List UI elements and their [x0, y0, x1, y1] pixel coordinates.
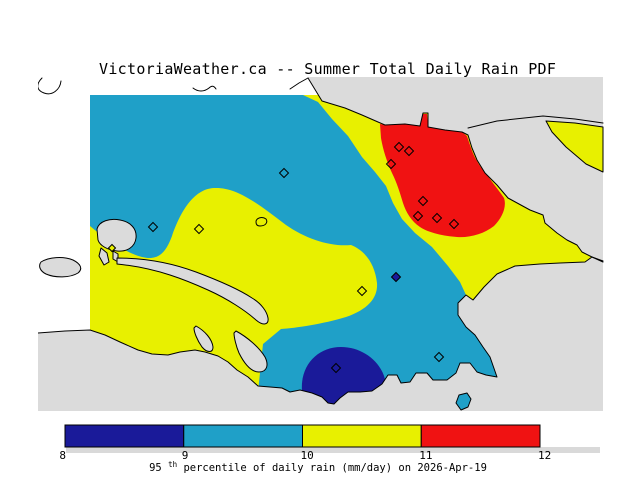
station-marker-7: [330, 362, 342, 374]
colorbar-band-8-9: [64, 424, 185, 448]
colorbar-bands: [64, 424, 541, 448]
station-markers: [107, 141, 460, 374]
station-marker-6: [390, 271, 402, 283]
station-marker-8: [433, 351, 445, 363]
sea-south: [38, 257, 603, 411]
contour-region-11-12: [380, 114, 505, 238]
station-marker-9: [393, 141, 405, 153]
harbour-bay: [233, 330, 268, 373]
offshore-island-west: [39, 257, 82, 278]
colorbar-band-10-11: [302, 424, 422, 448]
caption-value: 95: [149, 462, 162, 474]
station-marker-3: [193, 223, 205, 235]
coastline-northwest: [289, 77, 309, 90]
northeast-corner-land: [545, 120, 604, 173]
station-marker-10: [403, 145, 415, 157]
station-marker-12: [417, 195, 429, 207]
narrow-inlet-channel: [116, 257, 269, 325]
station-marker-13: [412, 210, 424, 222]
sea-northeast: [308, 77, 603, 261]
colorbar-tick-10: 10: [301, 449, 314, 462]
colorbar-tick-9: 9: [182, 449, 189, 462]
coastline-fragment-hook: [38, 77, 62, 95]
station-marker-4: [278, 167, 290, 179]
colorbar-band-9-10: [183, 424, 303, 448]
contour-region-8-9: [301, 347, 386, 404]
colorbar-shadow-strip: [66, 447, 600, 453]
station-marker-5: [356, 285, 368, 297]
colorbar-tick-8: 8: [59, 449, 66, 462]
station-marker-15: [448, 218, 460, 230]
station-marker-14: [431, 212, 443, 224]
caption-superscript: th: [168, 460, 177, 469]
small-channel: [193, 325, 214, 352]
colorbar-caption: 95 th percentile of daily rain (mm/day) …: [149, 458, 487, 474]
map-region: [38, 77, 604, 411]
colorbar-band-11-12: [420, 424, 541, 448]
coastline-northeast: [307, 77, 604, 262]
colorbar-tick-12: 12: [538, 449, 551, 462]
caption-text: percentile of daily rain (mm/day) on 202…: [183, 462, 486, 474]
page-title: VictoriaWeather.ca -- Summer Total Daily…: [99, 60, 556, 78]
station-marker-1: [107, 243, 117, 253]
station-marker-11: [385, 158, 397, 170]
strait-north-shore: [467, 115, 604, 129]
small-island-southeast: [455, 392, 472, 411]
colorbar: 8 9 10 11 12: [59, 424, 600, 462]
coastline-south: [38, 256, 604, 405]
colorbar-border: [64, 424, 541, 448]
inlet-island-leg1: [98, 247, 110, 266]
small-lake-outline: [255, 217, 268, 227]
coastline-fragment-squiggle: [192, 85, 217, 92]
colorbar-tick-labels: 8 9 10 11 12: [59, 449, 551, 462]
colorbar-tick-11: 11: [419, 449, 432, 462]
inlet-island: [96, 218, 137, 252]
station-marker-2: [147, 221, 159, 233]
